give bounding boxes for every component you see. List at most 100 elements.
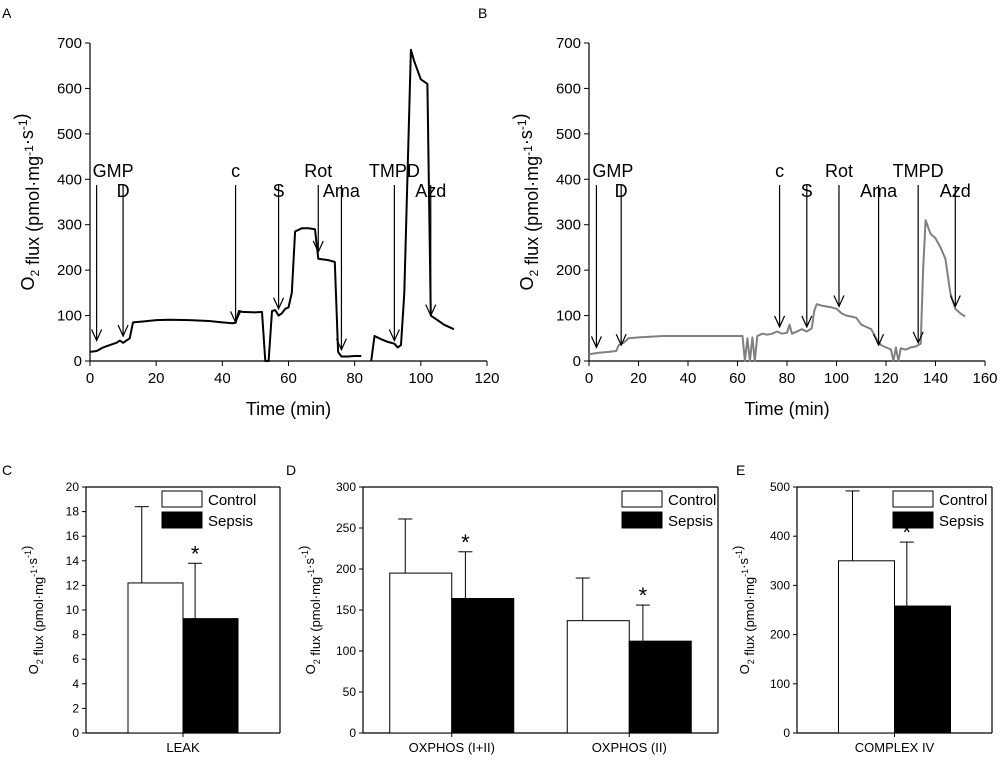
x-tick-label: 80 [346, 370, 363, 387]
y-tick-label: 2 [72, 701, 79, 715]
legend-label-sepsis: Sepsis [668, 513, 713, 530]
event-label: D [615, 181, 628, 201]
event-label: Rot [825, 161, 853, 181]
x-axis-title: Time (min) [744, 399, 829, 419]
event-arrow-head [949, 295, 961, 308]
chart-c-leak-bars: 0 2 4 6 8 10 12 14 16 18 20 O2 flux (pmol·mg-1·s-1)… [19, 480, 281, 755]
y-tick-label: 150 [336, 603, 356, 617]
y-tick-label: 700 [57, 35, 82, 52]
y-tick-label: 18 [66, 505, 80, 519]
legend-swatch-sepsis [621, 511, 663, 529]
significance-star: * [639, 583, 648, 608]
event-label: D [117, 181, 130, 201]
y-axis-title: O2 flux (pmol·mg-1·s-1) [510, 113, 542, 290]
y-tick-label: 200 [336, 562, 356, 576]
bar-sepsis [182, 618, 239, 734]
x-axis-title: Time (min) [246, 399, 331, 419]
legend-swatch-control [161, 490, 203, 508]
bar-sepsis [451, 598, 515, 734]
y-axis-title: O2 flux (pmol·mg-1·s-1) [296, 546, 323, 675]
y-tick-label: 300 [57, 217, 82, 234]
x-tick-label: 100 [408, 370, 433, 387]
event-label: GMP [592, 161, 633, 181]
category-label: OXPHOS (I+II) [409, 740, 495, 755]
y-tick-label: 200 [556, 262, 581, 279]
y-tick-label: 200 [57, 262, 82, 279]
y-tick-label: 0 [72, 726, 79, 740]
event-label: Azd [940, 181, 971, 201]
category-label: OXPHOS (II) [592, 740, 667, 755]
event-arrow-head [590, 336, 602, 349]
y-tick-label: 8 [72, 628, 79, 642]
bar-control [566, 620, 630, 734]
x-tick-label: 100 [824, 370, 849, 387]
y-tick-label: 300 [336, 480, 356, 494]
x-tick-label: 140 [923, 370, 948, 387]
event-arrow-head [388, 329, 400, 343]
x-tick-label: 20 [148, 370, 165, 387]
event-label: Rot [304, 161, 332, 181]
x-tick-label: 120 [474, 370, 499, 387]
event-arrow-head [335, 338, 347, 352]
event-label: Azd [415, 181, 446, 201]
y-tick-label: 50 [343, 685, 357, 699]
y-tick-label: 600 [57, 80, 82, 97]
legend-swatch-control [621, 490, 663, 508]
event-label: TMPD [893, 161, 944, 181]
event-label: S [801, 181, 813, 201]
trace-line [89, 48, 455, 362]
event-arrow-head [230, 311, 242, 324]
event-arrow-head [425, 304, 437, 318]
panel-letter-d: D [286, 462, 296, 478]
y-axis-title: O2 flux (pmol·mg-1·s-1) [730, 546, 757, 675]
y-tick-label: 100 [57, 308, 82, 325]
y-tick-label: 20 [66, 480, 80, 494]
x-tick-label: 60 [280, 370, 297, 387]
x-tick-label: 0 [585, 370, 593, 387]
chart-b-oxygraph-sepsis: 0 100 200 300 400 500 600 700 0 20 40 60 80 100 120 140… [510, 35, 998, 419]
y-tick-label: 100 [336, 644, 356, 658]
event-label: Ama [860, 181, 898, 201]
y-tick-label: 200 [770, 628, 790, 642]
bar-control [838, 560, 895, 734]
event-arrow-head [873, 333, 885, 347]
event-arrow-head [312, 240, 324, 254]
y-tick-label: 0 [573, 353, 581, 370]
x-tick-label: 60 [729, 370, 746, 387]
x-tick-label: 40 [214, 370, 231, 387]
bar-control [389, 572, 453, 734]
event-label: GMP [93, 161, 134, 181]
y-tick-label: 10 [66, 603, 80, 617]
panel-letter-c: C [2, 462, 12, 478]
y-tick-label: 100 [770, 677, 790, 691]
legend-label-control: Control [208, 492, 256, 509]
event-label: c [231, 161, 240, 181]
significance-star: * [461, 530, 470, 555]
y-tick-label: 16 [66, 529, 80, 543]
y-tick-label: 250 [336, 521, 356, 535]
y-tick-label: 400 [57, 171, 82, 188]
event-arrow-head [801, 315, 813, 329]
y-tick-label: 12 [66, 578, 80, 592]
legend-label-control: Control [939, 492, 987, 509]
y-tick-label: 400 [770, 529, 790, 543]
legend-label-sepsis: Sepsis [939, 513, 984, 530]
trace-line [588, 219, 966, 362]
legend-label-sepsis: Sepsis [208, 513, 253, 530]
y-tick-label: 400 [556, 171, 581, 188]
event-arrow-head [117, 324, 129, 338]
legend-swatch-sepsis [892, 511, 934, 529]
x-tick-label: 120 [873, 370, 898, 387]
significance-star: * [903, 520, 912, 545]
x-tick-label: 160 [972, 370, 997, 387]
panel-letter-a: A [2, 5, 12, 21]
chart-a-oxygraph-control: 0 100 200 300 400 500 600 700 0 20 40 60 80 100 120 Tim… [11, 35, 500, 419]
y-tick-label: 500 [770, 480, 790, 494]
chart-d-oxphos-bars: 0 50 100 150 200 250 300 O2 flux (pmol·mg-1·s-1… [296, 480, 719, 755]
y-tick-label: 300 [770, 578, 790, 592]
y-tick-label: 0 [783, 726, 790, 740]
x-tick-label: 40 [680, 370, 697, 387]
y-tick-label: 14 [66, 554, 80, 568]
bar-sepsis [628, 640, 692, 734]
legend-label-control: Control [668, 492, 716, 509]
